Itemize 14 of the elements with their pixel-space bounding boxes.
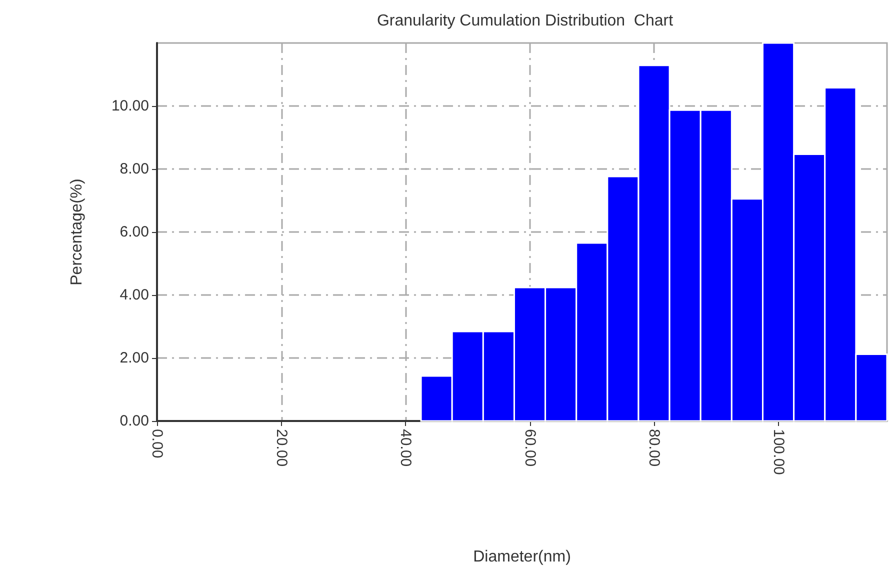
y-tick-label: 6.00 bbox=[120, 224, 149, 240]
x-tick-label: 60.00 bbox=[521, 429, 538, 467]
chart-title: Granularity Cumulation Distribution Chart bbox=[376, 12, 674, 30]
y-axis-title: Percentage(%) bbox=[68, 178, 86, 286]
y-tick-label: 4.00 bbox=[120, 286, 149, 304]
y-tick-label: 8.00 bbox=[120, 160, 149, 178]
x-tick-label: 40.00 bbox=[397, 429, 414, 467]
y-tick-label: 10.00 bbox=[111, 98, 149, 114]
y-tick-label: 2.00 bbox=[120, 350, 149, 366]
y-tick-label: 0.00 bbox=[120, 412, 149, 430]
x-axis-title: Diameter(nm) bbox=[473, 548, 571, 566]
x-tick-label: 100.00 bbox=[770, 429, 787, 475]
x-tick-label: 20.00 bbox=[272, 429, 290, 467]
x-tick-label: 80.00 bbox=[646, 429, 663, 467]
